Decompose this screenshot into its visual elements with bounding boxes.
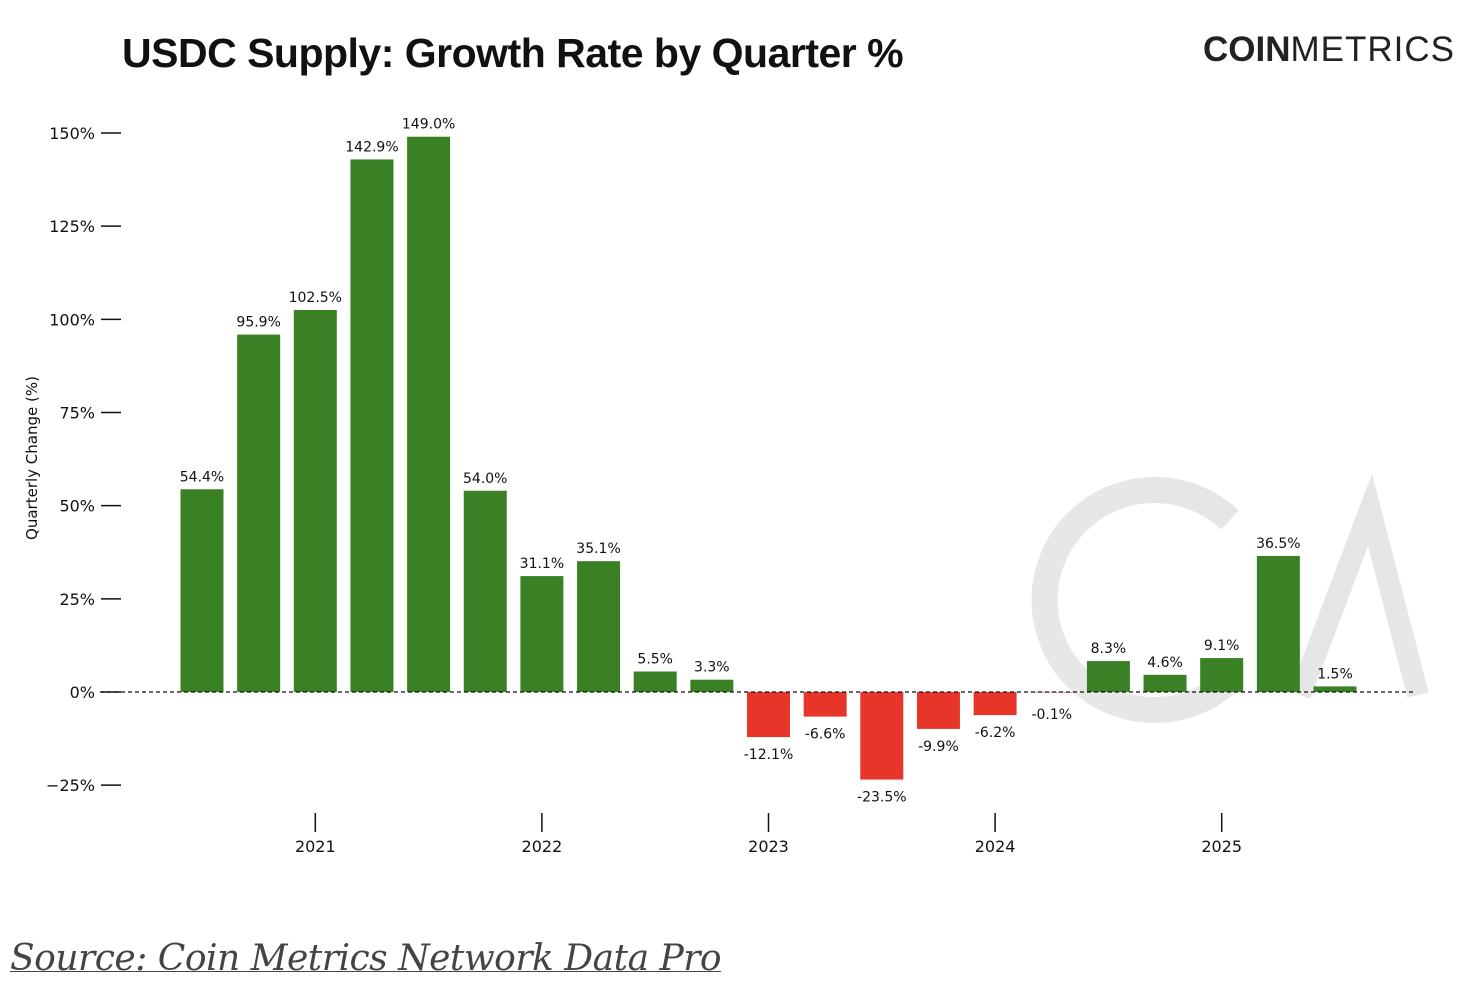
x-tick-label: 2022 bbox=[522, 837, 563, 856]
data-label: 149.0% bbox=[402, 117, 455, 133]
logo-light: METRICS bbox=[1290, 30, 1455, 69]
chart-title: USDC Supply: Growth Rate by Quarter % bbox=[122, 30, 904, 76]
data-label: 35.1% bbox=[576, 541, 620, 557]
bar bbox=[407, 136, 451, 692]
data-label: -6.2% bbox=[975, 725, 1016, 741]
bar bbox=[463, 490, 507, 692]
bar bbox=[1143, 674, 1187, 692]
data-label: 102.5% bbox=[289, 290, 342, 306]
bar bbox=[747, 692, 790, 738]
data-label: 8.3% bbox=[1091, 641, 1127, 657]
data-label: -12.1% bbox=[744, 747, 794, 763]
source-link[interactable]: Source: Coin Metrics Network Data Pro bbox=[10, 938, 722, 979]
data-label: 3.3% bbox=[694, 660, 730, 676]
y-tick-label: 75% bbox=[59, 404, 95, 423]
data-label: 9.1% bbox=[1204, 638, 1240, 654]
data-label: 4.6% bbox=[1147, 655, 1183, 671]
y-tick-label: 150% bbox=[49, 124, 95, 143]
data-label: 95.9% bbox=[236, 315, 280, 331]
data-label: -9.9% bbox=[918, 739, 959, 755]
logo-bold: COIN bbox=[1203, 30, 1291, 69]
bar bbox=[1313, 686, 1357, 692]
data-label: -23.5% bbox=[857, 790, 907, 806]
y-tick-label: 100% bbox=[49, 310, 95, 329]
bar bbox=[1030, 692, 1074, 693]
bar bbox=[860, 692, 904, 780]
data-label: -0.1% bbox=[1031, 707, 1072, 723]
y-axis: −25% 0% 25% 50% 75% 100% 125% 150% bbox=[46, 124, 121, 795]
x-tick-label: 2021 bbox=[295, 837, 336, 856]
bar bbox=[1256, 555, 1300, 692]
x-tick-label: 2023 bbox=[748, 837, 789, 856]
x-axis: 2021 2022 2023 2024 2025 bbox=[295, 813, 1242, 856]
bars: 54.4% 95.9% 102.5% 142.9%149.0% 54.0% 31.1% 35… bbox=[100, 117, 1416, 806]
bar bbox=[1086, 661, 1130, 692]
y-tick-label: 125% bbox=[49, 217, 95, 236]
bar bbox=[1200, 658, 1244, 692]
bar bbox=[916, 692, 960, 729]
bar bbox=[633, 671, 677, 692]
data-label: 54.4% bbox=[180, 469, 224, 485]
data-label: 36.5% bbox=[1256, 536, 1300, 552]
y-tick-label: 0% bbox=[70, 683, 95, 702]
data-label: 5.5% bbox=[637, 652, 673, 668]
bar bbox=[690, 679, 734, 692]
cm-watermark-icon bbox=[1031, 473, 1429, 723]
bar bbox=[973, 692, 1017, 716]
x-tick-label: 2025 bbox=[1201, 837, 1242, 856]
bar bbox=[237, 334, 281, 692]
data-label: 31.1% bbox=[520, 556, 564, 572]
y-tick-label: −25% bbox=[46, 776, 95, 795]
data-label: -6.6% bbox=[805, 727, 846, 743]
bar bbox=[803, 692, 847, 717]
bar bbox=[577, 561, 621, 692]
x-tick-label: 2024 bbox=[975, 837, 1016, 856]
y-tick-label: 50% bbox=[59, 497, 95, 516]
bar bbox=[293, 310, 337, 692]
bar bbox=[180, 489, 224, 692]
bar bbox=[520, 576, 564, 692]
data-label: 54.0% bbox=[463, 471, 507, 487]
coinmetrics-logo: COINMETRICS bbox=[1203, 30, 1455, 70]
y-axis-label: Quarterly Change (%) bbox=[23, 376, 41, 540]
data-label: 1.5% bbox=[1317, 666, 1353, 682]
y-tick-label: 25% bbox=[59, 590, 95, 609]
data-label: 142.9% bbox=[345, 139, 398, 155]
bar bbox=[350, 159, 394, 692]
